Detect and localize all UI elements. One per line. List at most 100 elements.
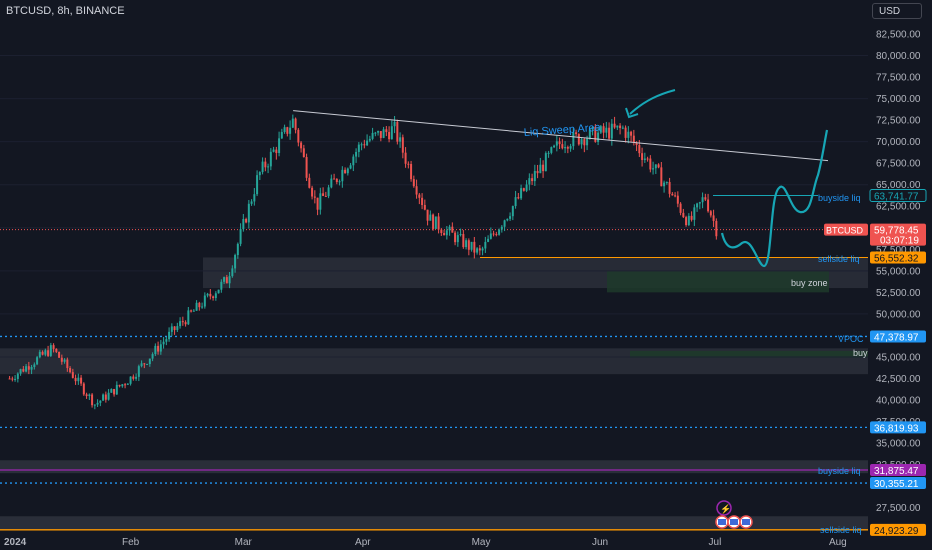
candle-body [448, 226, 451, 231]
price-label-text: 56,552.32 [874, 253, 919, 264]
candle-body [88, 394, 91, 397]
candle-body [294, 118, 297, 130]
candle-body [22, 369, 25, 372]
candle-body [333, 178, 336, 180]
candle-body [421, 197, 424, 205]
candle-body [594, 127, 597, 142]
projection-path[interactable] [720, 129, 829, 268]
candle-body [693, 207, 696, 220]
candle-body [674, 195, 677, 197]
candle-body [157, 345, 160, 352]
candle-body [324, 195, 327, 197]
buy-zone-rect[interactable] [607, 270, 829, 293]
candle-body [93, 404, 96, 406]
candle-body [30, 367, 33, 370]
candle-body [27, 366, 30, 370]
candle-body [621, 127, 624, 129]
price-label [870, 223, 926, 246]
price-label [870, 251, 926, 264]
candle-body [366, 140, 369, 146]
candle-body [311, 187, 314, 197]
flag-icon [718, 519, 726, 525]
candle-body [278, 138, 281, 154]
candle-body [396, 121, 399, 142]
candle-body [129, 376, 132, 384]
lightning-icon[interactable] [716, 500, 732, 516]
candle-body [140, 363, 143, 367]
price-axis-bg [868, 0, 932, 550]
candle-body [146, 364, 149, 366]
zone-rect [0, 516, 868, 530]
candle-body [60, 357, 63, 362]
currency-button[interactable]: USD [872, 3, 922, 19]
candle-body [484, 241, 487, 249]
candle-body [360, 144, 363, 146]
candle-body [652, 168, 655, 170]
candle-body [432, 214, 435, 229]
candle-body [363, 144, 366, 146]
price-tick: 62,500.00 [876, 202, 921, 213]
candle-body [467, 240, 470, 250]
candle-body [564, 147, 567, 149]
candle-body [696, 203, 699, 208]
candle-body [712, 215, 715, 221]
candle-body [473, 241, 476, 253]
candle-body [679, 203, 682, 213]
resistance-trendline[interactable] [293, 110, 829, 162]
price-tick: 50,000.00 [876, 309, 921, 320]
candle-body [566, 147, 569, 149]
candle-body [110, 389, 113, 393]
candle-body [25, 366, 28, 372]
candles [8, 114, 718, 410]
candle-body [247, 203, 250, 223]
flag-icon [742, 519, 750, 525]
buy-rect[interactable] [630, 350, 868, 358]
candle-body [330, 178, 333, 188]
price-tick: 42,500.00 [876, 374, 921, 385]
candle-body [368, 138, 371, 141]
candle-body [522, 188, 525, 191]
candle-body [179, 321, 182, 327]
candle-body [352, 156, 355, 166]
candle-body [239, 229, 242, 244]
candle-body [355, 151, 358, 157]
candle-body [374, 132, 377, 134]
candle-body [38, 351, 41, 358]
candle-body [190, 310, 193, 312]
buy-label: buy [853, 348, 868, 358]
candle-body [165, 339, 168, 342]
candle-body [148, 358, 151, 365]
price-label [870, 523, 926, 536]
candle-body [173, 326, 176, 331]
candle-body [154, 345, 157, 355]
candle-body [52, 345, 55, 349]
candle-body [319, 193, 322, 210]
candle-body [201, 306, 204, 308]
candle-body [451, 226, 454, 233]
candle-body [77, 377, 80, 382]
candle-body [454, 232, 457, 243]
candle-body [118, 384, 121, 387]
candle-body [256, 175, 259, 195]
candle-body [250, 201, 253, 204]
candle-body [234, 255, 237, 269]
candle-body [74, 377, 77, 382]
candle-body [209, 293, 212, 297]
candle-body [91, 394, 94, 406]
candle-body [49, 345, 52, 356]
candle-body [338, 181, 341, 183]
candle-body [599, 126, 602, 133]
candle-body [544, 153, 547, 172]
candle-body [198, 302, 201, 308]
candle-body [715, 220, 718, 237]
price-tick: 45,000.00 [876, 352, 921, 363]
candle-body [619, 125, 622, 129]
liq-sweep-label: Liq Sweep Area [523, 122, 602, 139]
candle-body [19, 369, 22, 374]
candle-body [531, 178, 534, 182]
candle-body [168, 331, 171, 340]
sellside-liq-bottom-label: sellside liq [820, 525, 862, 535]
candle-body [344, 169, 347, 174]
candle-body [646, 158, 649, 160]
